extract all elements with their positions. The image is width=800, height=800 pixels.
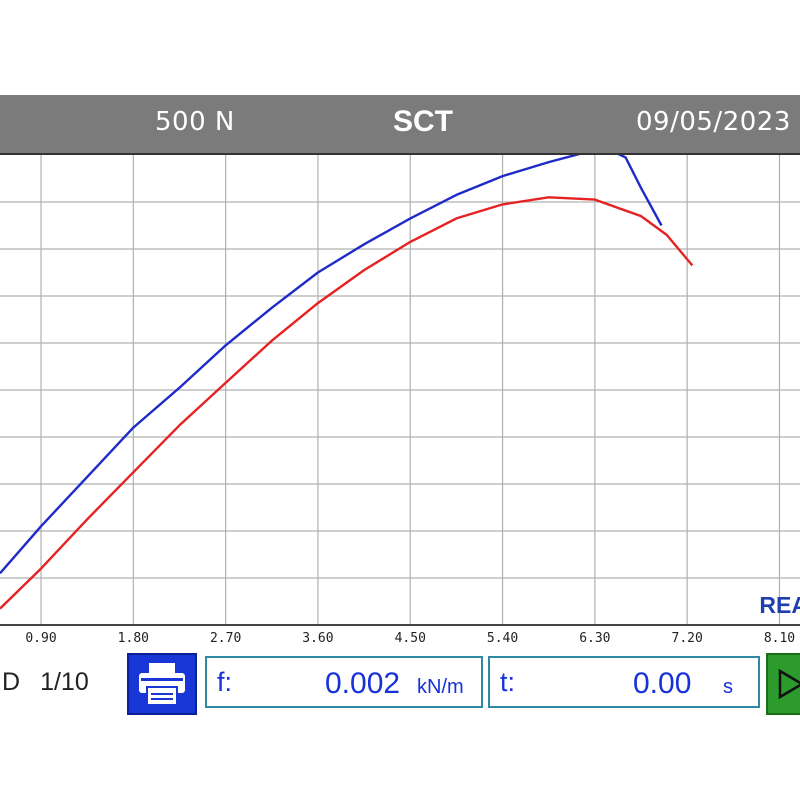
print-button[interactable] — [127, 653, 197, 715]
force-label: f: — [217, 667, 233, 697]
page-number: 1/10 — [40, 668, 89, 696]
force-value: 0.002 — [325, 667, 401, 700]
x-tick-label: 4.50 — [394, 631, 426, 646]
play-icon — [778, 668, 800, 700]
live-status-label: REAL — [759, 592, 800, 618]
time-unit: s — [723, 676, 733, 698]
printer-icon — [139, 663, 185, 706]
x-tick-label: 0.90 — [25, 631, 57, 646]
x-tick-label: 3.60 — [302, 631, 334, 646]
test-date: 09/05/2023 — [636, 107, 791, 137]
load-cell-capacity: 500 N — [155, 107, 235, 137]
x-tick-label: 6.30 — [579, 631, 611, 646]
time-label: t: — [500, 667, 516, 697]
page-prefix: D — [2, 668, 21, 696]
start-test-button[interactable] — [766, 653, 800, 715]
title-bar: 500 N SCT 09/05/2023 — [0, 95, 800, 155]
force-field: f: 0.002 kN/m — [205, 656, 483, 708]
x-tick-label: 2.70 — [209, 631, 242, 646]
time-value: 0.00 — [633, 667, 692, 700]
force-unit: kN/m — [417, 676, 464, 698]
x-tick-label: 5.40 — [486, 631, 519, 646]
x-tick-label: 8.10 — [763, 631, 796, 646]
control-bar: D 1/10 f: 0.002 kN/m t: 0.00 s — [0, 650, 800, 718]
time-field: t: 0.00 s — [488, 656, 760, 708]
chart-area: REAL — [0, 155, 800, 625]
test-title: SCT — [393, 105, 453, 138]
series-line-1 — [0, 155, 663, 575]
x-tick-label: 1.80 — [117, 631, 149, 646]
series-line-2 — [0, 196, 694, 610]
x-tick-label: 7.20 — [671, 631, 703, 646]
page-indicator: D 1/10 — [2, 668, 89, 697]
x-axis: 0.90 1.80 2.70 3.60 4.50 5.40 6.30 7.20 8.10 — [0, 624, 800, 652]
chart-svg — [0, 155, 800, 625]
